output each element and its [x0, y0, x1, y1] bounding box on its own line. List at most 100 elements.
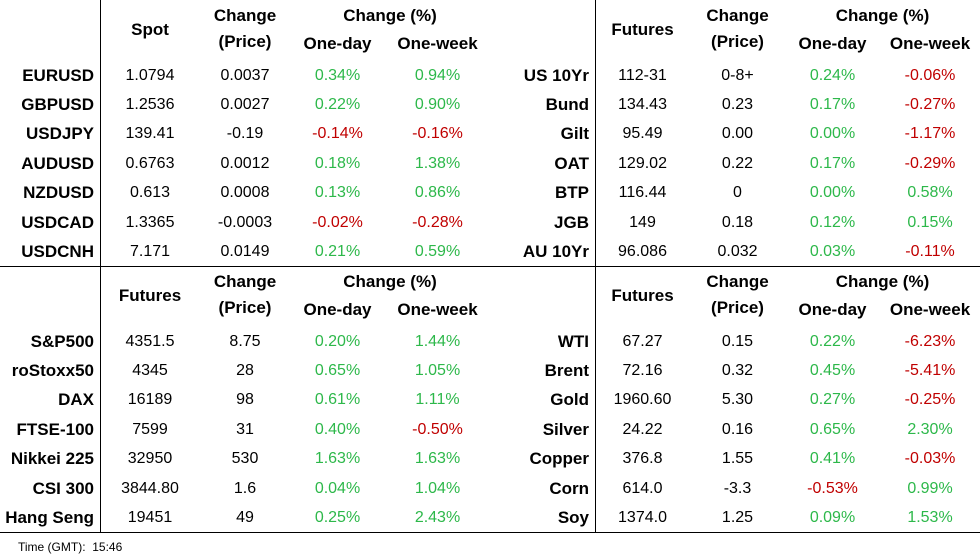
cell: 0.99%	[907, 479, 953, 497]
cell: 0.20%	[314, 332, 361, 350]
column-header: Futures	[118, 286, 182, 305]
cell: -0.03%	[904, 450, 956, 468]
cell: 116.44	[618, 184, 667, 202]
column-header: Futures	[611, 286, 674, 305]
cell: -0.29%	[904, 154, 956, 172]
cell: 0.40%	[314, 420, 361, 438]
cell: 0.34%	[314, 66, 361, 84]
cell: 0.23	[721, 96, 754, 114]
cell: 0.00%	[809, 125, 856, 143]
column-header: One-week	[397, 34, 478, 53]
cell: -0.02%	[312, 213, 363, 231]
row-label: Brent	[544, 361, 589, 381]
row-label: NZDUSD	[23, 183, 94, 203]
row-label: FTSE-100	[16, 419, 94, 439]
cell: 0.16	[721, 420, 754, 438]
column-header: Change (%)	[835, 272, 930, 291]
cell: 32950	[127, 450, 173, 468]
cell: 0.24%	[809, 66, 856, 84]
cell: -0.14%	[312, 125, 363, 143]
cell: 0.04%	[314, 479, 361, 497]
cell: -0.19	[226, 125, 264, 143]
row-label: JGB	[554, 212, 589, 232]
cell: 0.58%	[907, 184, 953, 202]
divider	[0, 532, 980, 533]
column-header: Change (%)	[343, 272, 437, 291]
column-header: (Price)	[218, 298, 272, 317]
divider	[0, 266, 980, 267]
row-label: GBPUSD	[21, 95, 94, 115]
cell: 96.086	[618, 243, 667, 261]
cell: 49	[236, 509, 254, 527]
cell: 1.25	[721, 509, 754, 527]
cell: -0.50%	[412, 420, 463, 438]
column-header: One-day	[303, 34, 372, 53]
cell: -0.27%	[904, 96, 956, 114]
cell: 1.05%	[414, 362, 461, 380]
row-label: WTI	[557, 331, 589, 351]
cell: 7.171	[129, 243, 171, 261]
column-header: One-day	[798, 300, 867, 319]
column-header: Change	[213, 272, 277, 291]
row-label: Copper	[529, 449, 590, 469]
cell: 0.15	[721, 332, 754, 350]
cell: 0.18	[721, 213, 754, 231]
cell: 1.55	[721, 450, 754, 468]
cell: -0.0003	[217, 213, 273, 231]
cell: 0.17%	[809, 96, 856, 114]
cell: 7599	[132, 420, 168, 438]
row-label: Corn	[549, 478, 589, 498]
cell: -0.16%	[412, 125, 463, 143]
row-label: Soy	[557, 508, 589, 528]
cell: 0.41%	[809, 450, 856, 468]
cell: 129.02	[618, 154, 667, 172]
column-header: (Price)	[711, 32, 764, 51]
cell: 5.30	[721, 391, 754, 409]
column-header: One-day	[303, 300, 372, 319]
cell: 3844.80	[121, 479, 179, 497]
cell: 614.0	[622, 479, 663, 497]
row-label: Hang Seng	[5, 508, 94, 528]
cell: 0.0012	[220, 154, 270, 172]
cell: -0.11%	[905, 243, 955, 261]
cell: 2.30%	[907, 420, 953, 438]
cell: 0.17%	[809, 154, 856, 172]
row-label: USDCNH	[21, 242, 94, 262]
cell: 376.8	[622, 450, 663, 468]
cell: 0.032	[717, 243, 758, 261]
cell: 19451	[127, 509, 173, 527]
cell: 0.65%	[809, 420, 856, 438]
column-header: (Price)	[218, 32, 272, 51]
cell: 0.00%	[809, 184, 856, 202]
row-label: Bund	[545, 95, 589, 115]
cell: 0.45%	[809, 362, 856, 380]
footer: Time (GMT): 15:46	[18, 540, 122, 554]
cell: 0.0037	[220, 66, 270, 84]
cell: 0.61%	[314, 391, 361, 409]
cell: -0.53%	[807, 479, 858, 497]
cell: 98	[236, 391, 254, 409]
cell: 0.22%	[314, 96, 361, 114]
cell: -0.28%	[412, 213, 463, 231]
column-header: Spot	[131, 20, 169, 39]
cell: 0.94%	[414, 66, 461, 84]
cell: 95.49	[622, 125, 663, 143]
cell: -0.25%	[904, 391, 956, 409]
cell: 0.65%	[314, 362, 361, 380]
cell: 0.27%	[809, 391, 856, 409]
cell: 0.0149	[220, 243, 270, 261]
row-label: USDCAD	[21, 212, 94, 232]
cell: 1.3365	[125, 213, 175, 231]
cell: 1.63%	[314, 450, 361, 468]
column-header: Change	[706, 6, 769, 25]
column-header: Change (%)	[343, 6, 437, 25]
column-header: One-week	[889, 34, 971, 53]
cell: -6.23%	[904, 332, 956, 350]
cell: 0.32	[721, 362, 754, 380]
column-header: One-week	[889, 300, 971, 319]
cell: 72.16	[622, 362, 663, 380]
cell: -5.41%	[904, 362, 956, 380]
cell: -3.3	[723, 479, 752, 497]
cell: 0.90%	[414, 96, 461, 114]
column-header: Change	[706, 272, 769, 291]
